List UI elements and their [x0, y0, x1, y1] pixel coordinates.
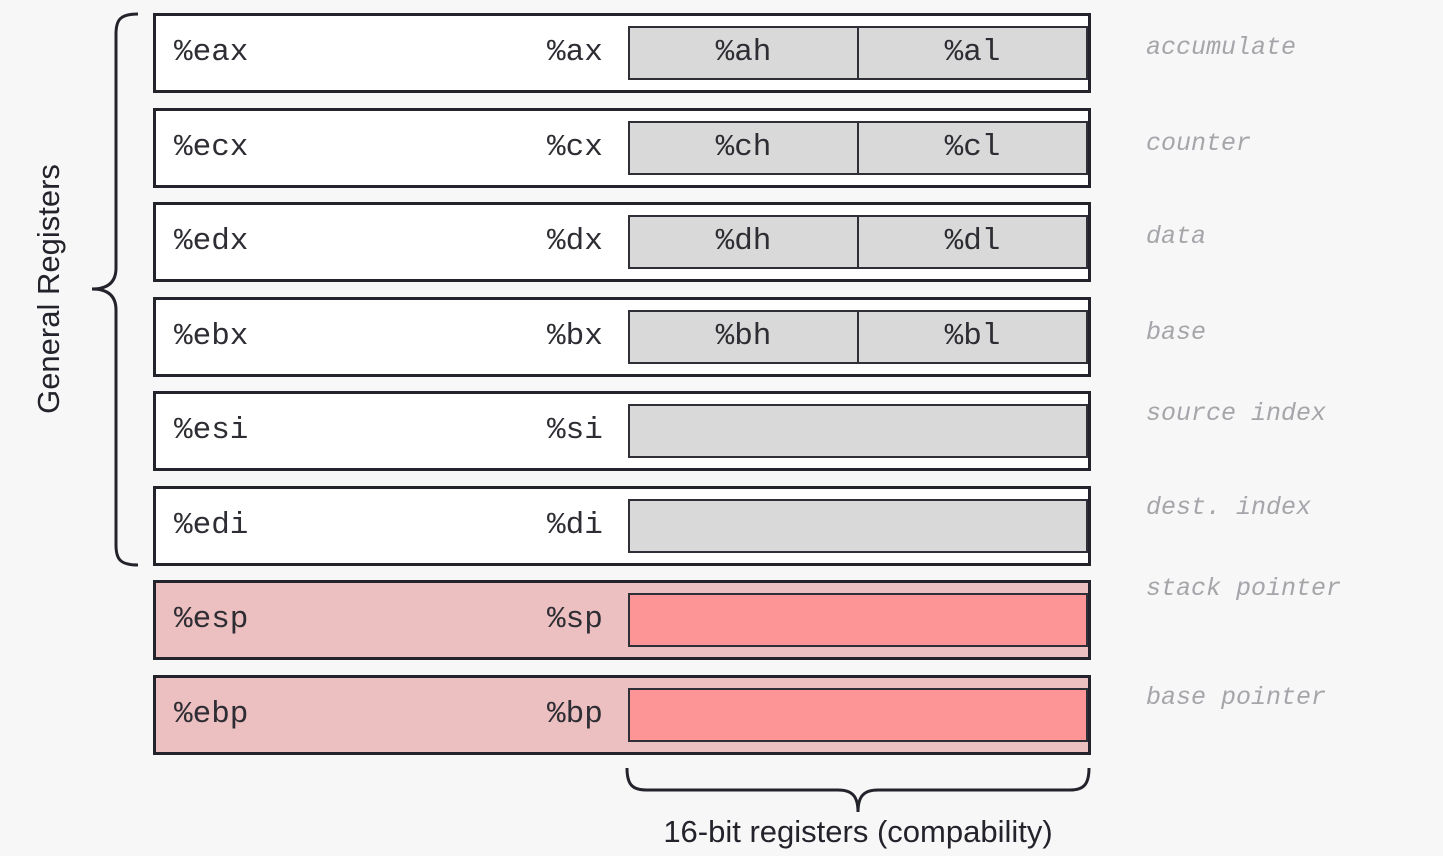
register-16bit-name: %di: [547, 508, 603, 543]
register-16bit-box: %ah %al: [628, 26, 1088, 80]
register-row-ebx: %ebx %bx %bh %bl: [153, 297, 1091, 377]
general-registers-label: General Registers: [31, 164, 66, 414]
register-16bit-name: %si: [547, 413, 603, 448]
register-32bit-name: %edx: [174, 224, 249, 259]
register-row-edi: %edi %di: [153, 486, 1091, 566]
register-description-ebp: base pointer: [1146, 683, 1327, 712]
register-16bit-name: %cx: [547, 130, 603, 165]
register-description-eax: accumulate: [1146, 33, 1297, 62]
register-8bit-low: %al: [944, 35, 1001, 70]
register-16bit-box: [628, 499, 1088, 553]
register-8bit-high: %ch: [630, 123, 859, 173]
register-16bit-box: [628, 688, 1088, 742]
register-8bit-low: %bl: [944, 319, 1001, 354]
register-16bit-name: %bp: [547, 697, 603, 732]
register-row-esp: %esp %sp: [153, 580, 1091, 660]
register-32bit-name: %ebx: [174, 319, 249, 354]
register-row-eax: %eax %ax %ah %al: [153, 13, 1091, 93]
register-row-ebp: %ebp %bp: [153, 675, 1091, 755]
register-row-edx: %edx %dx %dh %dl: [153, 202, 1091, 282]
register-description-edx: data: [1146, 222, 1207, 251]
register-8bit-high: %bh: [630, 312, 859, 362]
register-description-ecx: counter: [1146, 129, 1252, 158]
register-8bit-low: %cl: [944, 130, 1001, 165]
register-description-ebx: base: [1146, 318, 1207, 347]
register-8bit-high: %dh: [630, 217, 859, 267]
register-32bit-name: %eax: [174, 35, 249, 70]
register-description-edi: dest. index: [1146, 493, 1312, 522]
register-32bit-name: %edi: [174, 508, 249, 543]
register-8bit-low: %dl: [944, 224, 1001, 259]
compatibility-brace: [625, 767, 1091, 813]
register-16bit-name: %sp: [547, 602, 603, 637]
register-description-esi: source index: [1146, 399, 1327, 428]
register-32bit-name: %ecx: [174, 130, 249, 165]
register-16bit-box: %dh %dl: [628, 215, 1088, 269]
register-16bit-box: [628, 404, 1088, 458]
compatibility-label: 16-bit registers (compability): [663, 814, 1053, 849]
register-16bit-name: %dx: [547, 224, 603, 259]
register-16bit-name: %ax: [547, 35, 603, 70]
register-row-ecx: %ecx %cx %ch %cl: [153, 108, 1091, 188]
register-16bit-box: %bh %bl: [628, 310, 1088, 364]
register-32bit-name: %ebp: [174, 697, 249, 732]
register-16bit-box: %ch %cl: [628, 121, 1088, 175]
register-16bit-box: [628, 593, 1088, 647]
register-description-esp: stack pointer: [1146, 574, 1342, 603]
register-8bit-high: %ah: [630, 28, 859, 78]
register-32bit-name: %esp: [174, 602, 249, 637]
register-16bit-name: %bx: [547, 319, 603, 354]
register-32bit-name: %esi: [174, 413, 249, 448]
register-row-esi: %esi %si: [153, 391, 1091, 471]
